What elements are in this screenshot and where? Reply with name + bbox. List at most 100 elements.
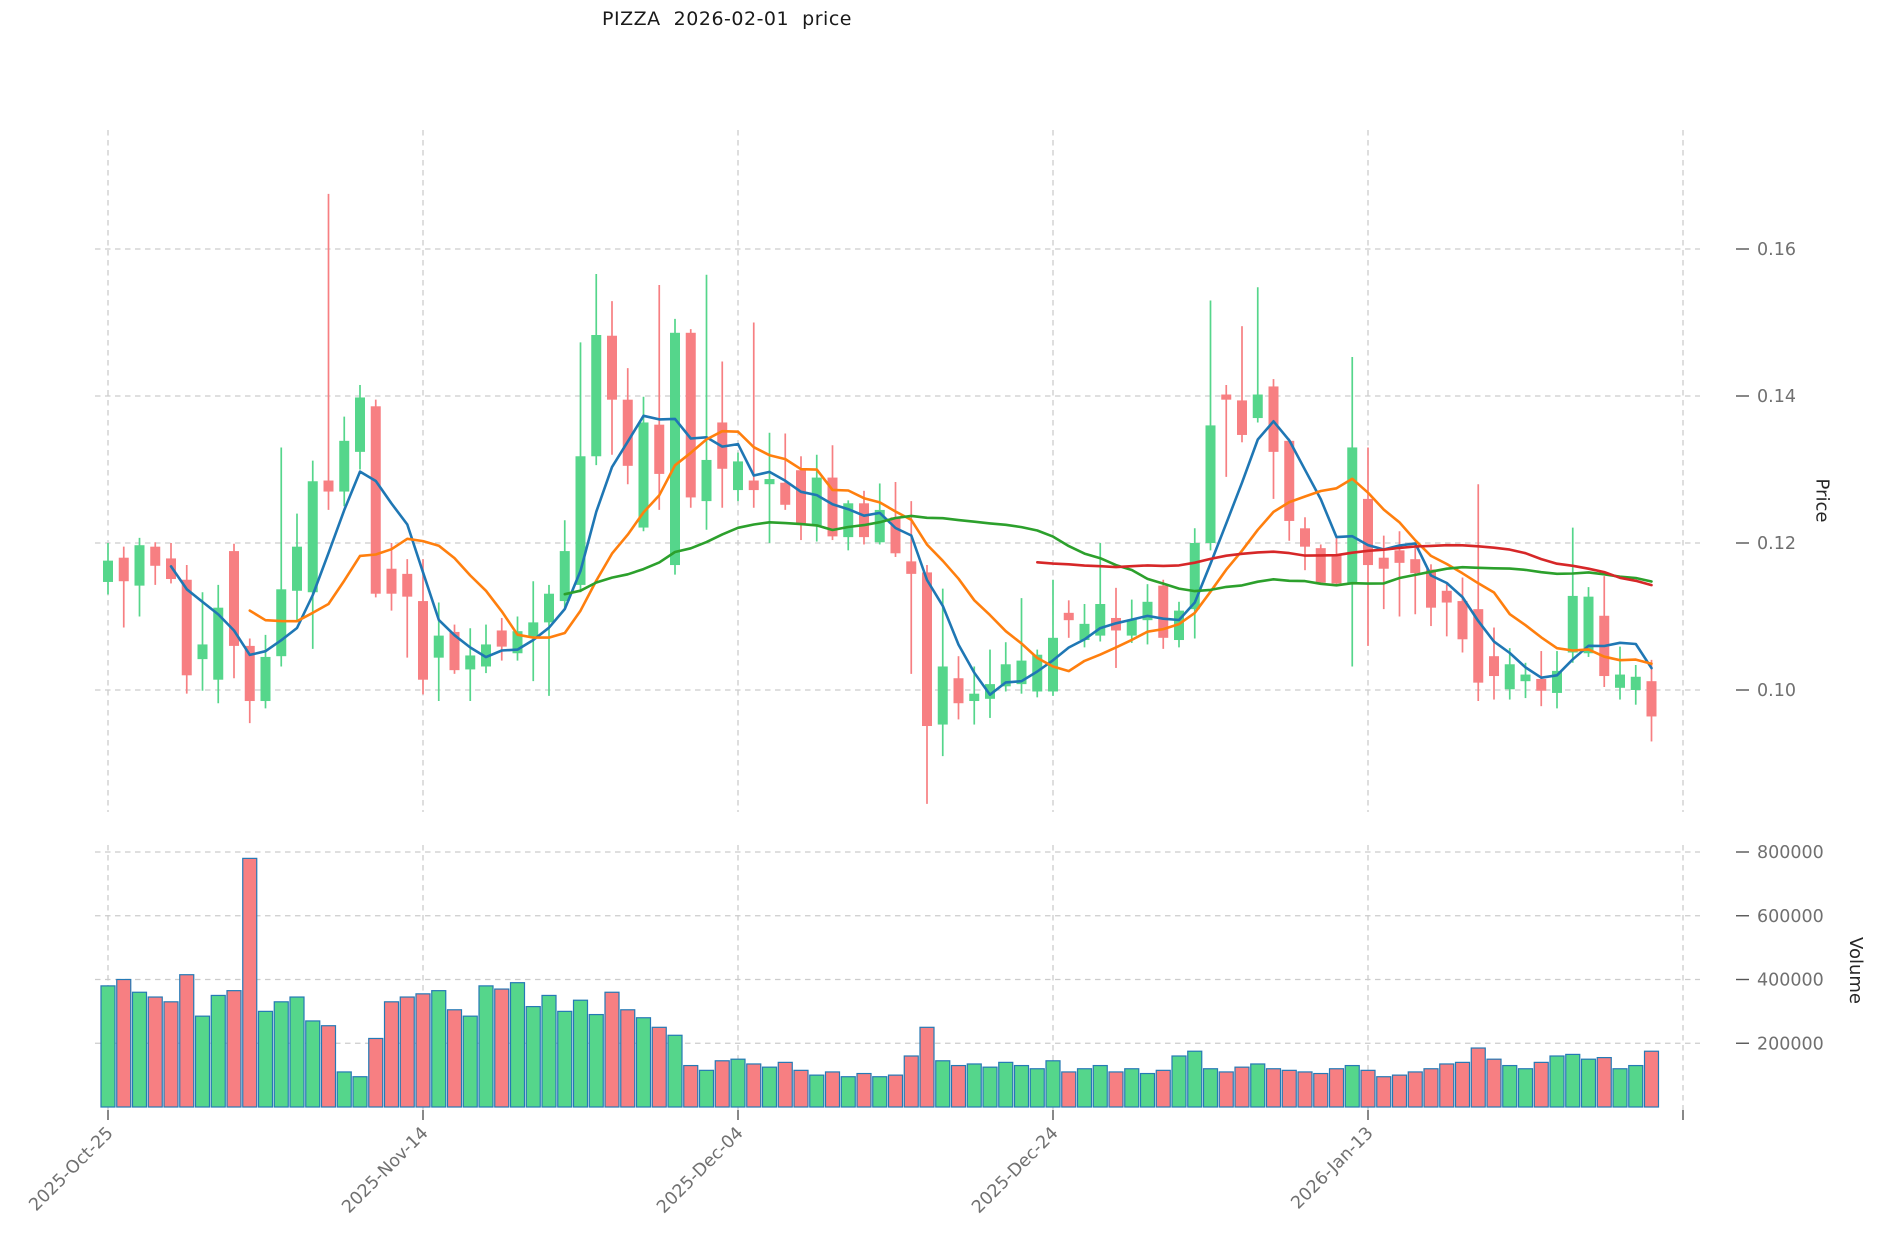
candle-body (118, 557, 129, 582)
candle-body (1032, 654, 1043, 692)
candle-body (685, 332, 696, 498)
candle-body (1000, 664, 1011, 687)
candle-body (906, 561, 917, 574)
volume-bar (1344, 1064, 1360, 1108)
candle-body (276, 589, 287, 657)
volume-bar (1061, 1071, 1077, 1108)
candle-body (1457, 601, 1468, 640)
candle-body (1095, 604, 1106, 636)
volume-bar (116, 978, 132, 1108)
candle-body (670, 332, 680, 566)
candle-body (969, 693, 980, 702)
candle-body (1205, 425, 1216, 543)
candle-body (1583, 596, 1594, 654)
candle-body (591, 334, 602, 457)
volume-bar (257, 1010, 274, 1108)
volume-bar (1565, 1053, 1581, 1108)
volume-bar (714, 1060, 730, 1108)
candle-body (292, 546, 302, 591)
volume-bar (509, 982, 526, 1108)
candle-body (764, 479, 775, 485)
candle-body (733, 461, 743, 491)
candle-body (1189, 543, 1200, 610)
candle-body (1410, 559, 1421, 574)
volume-bar (383, 1001, 400, 1108)
volume-bars-group (100, 857, 1660, 1108)
volume-bar (1076, 1068, 1093, 1108)
candle-body (1378, 557, 1389, 569)
candle-body (1063, 612, 1074, 621)
volume-bar (1376, 1076, 1392, 1108)
price-tick-label: 0.12 (1757, 534, 1796, 554)
volume-bar (1502, 1064, 1518, 1108)
ma30-line (563, 514, 1653, 596)
price-tick-label: 0.16 (1757, 240, 1796, 260)
candle-body (339, 440, 350, 492)
volume-bar (1313, 1072, 1329, 1108)
volume-bar (1328, 1068, 1345, 1108)
volume-bar (1250, 1063, 1266, 1108)
volume-bar (620, 1009, 636, 1108)
volume-bar (1092, 1064, 1108, 1108)
volume-bar (1202, 1068, 1219, 1108)
candle-body (1158, 585, 1169, 638)
candle-body (1142, 601, 1153, 621)
candle-body (1300, 528, 1310, 547)
candle-body (1048, 637, 1058, 692)
volume-bar (683, 1064, 699, 1108)
candle-body (418, 601, 428, 680)
candle-body (307, 481, 318, 593)
volume-bar (131, 991, 148, 1108)
volume-bar (541, 994, 557, 1108)
candle-body (1126, 619, 1137, 636)
volume-bar (1187, 1050, 1203, 1108)
volume-bar (557, 1010, 573, 1108)
candles-group (103, 193, 1657, 804)
volume-bar (1439, 1063, 1455, 1108)
candle-body (985, 684, 995, 699)
volume-bar (840, 1076, 856, 1108)
candle-body (386, 568, 397, 594)
volume-bar (525, 1005, 541, 1108)
volume-bar (226, 990, 242, 1108)
candle-body (1284, 440, 1295, 521)
candle-body (433, 635, 444, 658)
volume-bar (746, 1063, 762, 1108)
volume-bar (446, 1009, 463, 1108)
candle-body (1347, 447, 1358, 584)
volume-bar (1108, 1071, 1124, 1108)
ma10-line (248, 429, 1653, 673)
candle-body (1221, 394, 1232, 400)
volume-bar (572, 999, 589, 1108)
volume-bar (1045, 1060, 1061, 1108)
volume-bar (147, 996, 163, 1108)
volume-bar (1013, 1064, 1030, 1108)
candle-body (1426, 569, 1436, 608)
x-tick-label: 2025-Oct-25 (25, 1123, 117, 1215)
volume-bar (210, 994, 226, 1108)
candle-body (622, 399, 633, 466)
candle-body (1615, 674, 1625, 688)
volume-bar (352, 1076, 368, 1108)
candle-body (796, 470, 806, 524)
volume-bar (1580, 1058, 1597, 1108)
candle-body (890, 517, 901, 554)
volume-bar (462, 1015, 478, 1108)
candle-body (1237, 400, 1247, 435)
candle-body (213, 607, 224, 680)
candle-body (323, 480, 334, 492)
candle-body (1552, 670, 1562, 693)
volume-bar (1596, 1056, 1612, 1108)
price-tick-label: 0.14 (1757, 387, 1796, 407)
candle-body (1331, 554, 1342, 584)
volume-bar (179, 974, 195, 1108)
candle-body (1630, 676, 1641, 690)
volume-tick-label: 200000 (1757, 1034, 1824, 1054)
volume-bar (635, 1017, 652, 1108)
volume-bar (1407, 1071, 1423, 1108)
volume-bar (1549, 1055, 1565, 1108)
candle-body (229, 551, 239, 646)
candle-body (103, 560, 113, 582)
volume-bar (903, 1055, 919, 1108)
